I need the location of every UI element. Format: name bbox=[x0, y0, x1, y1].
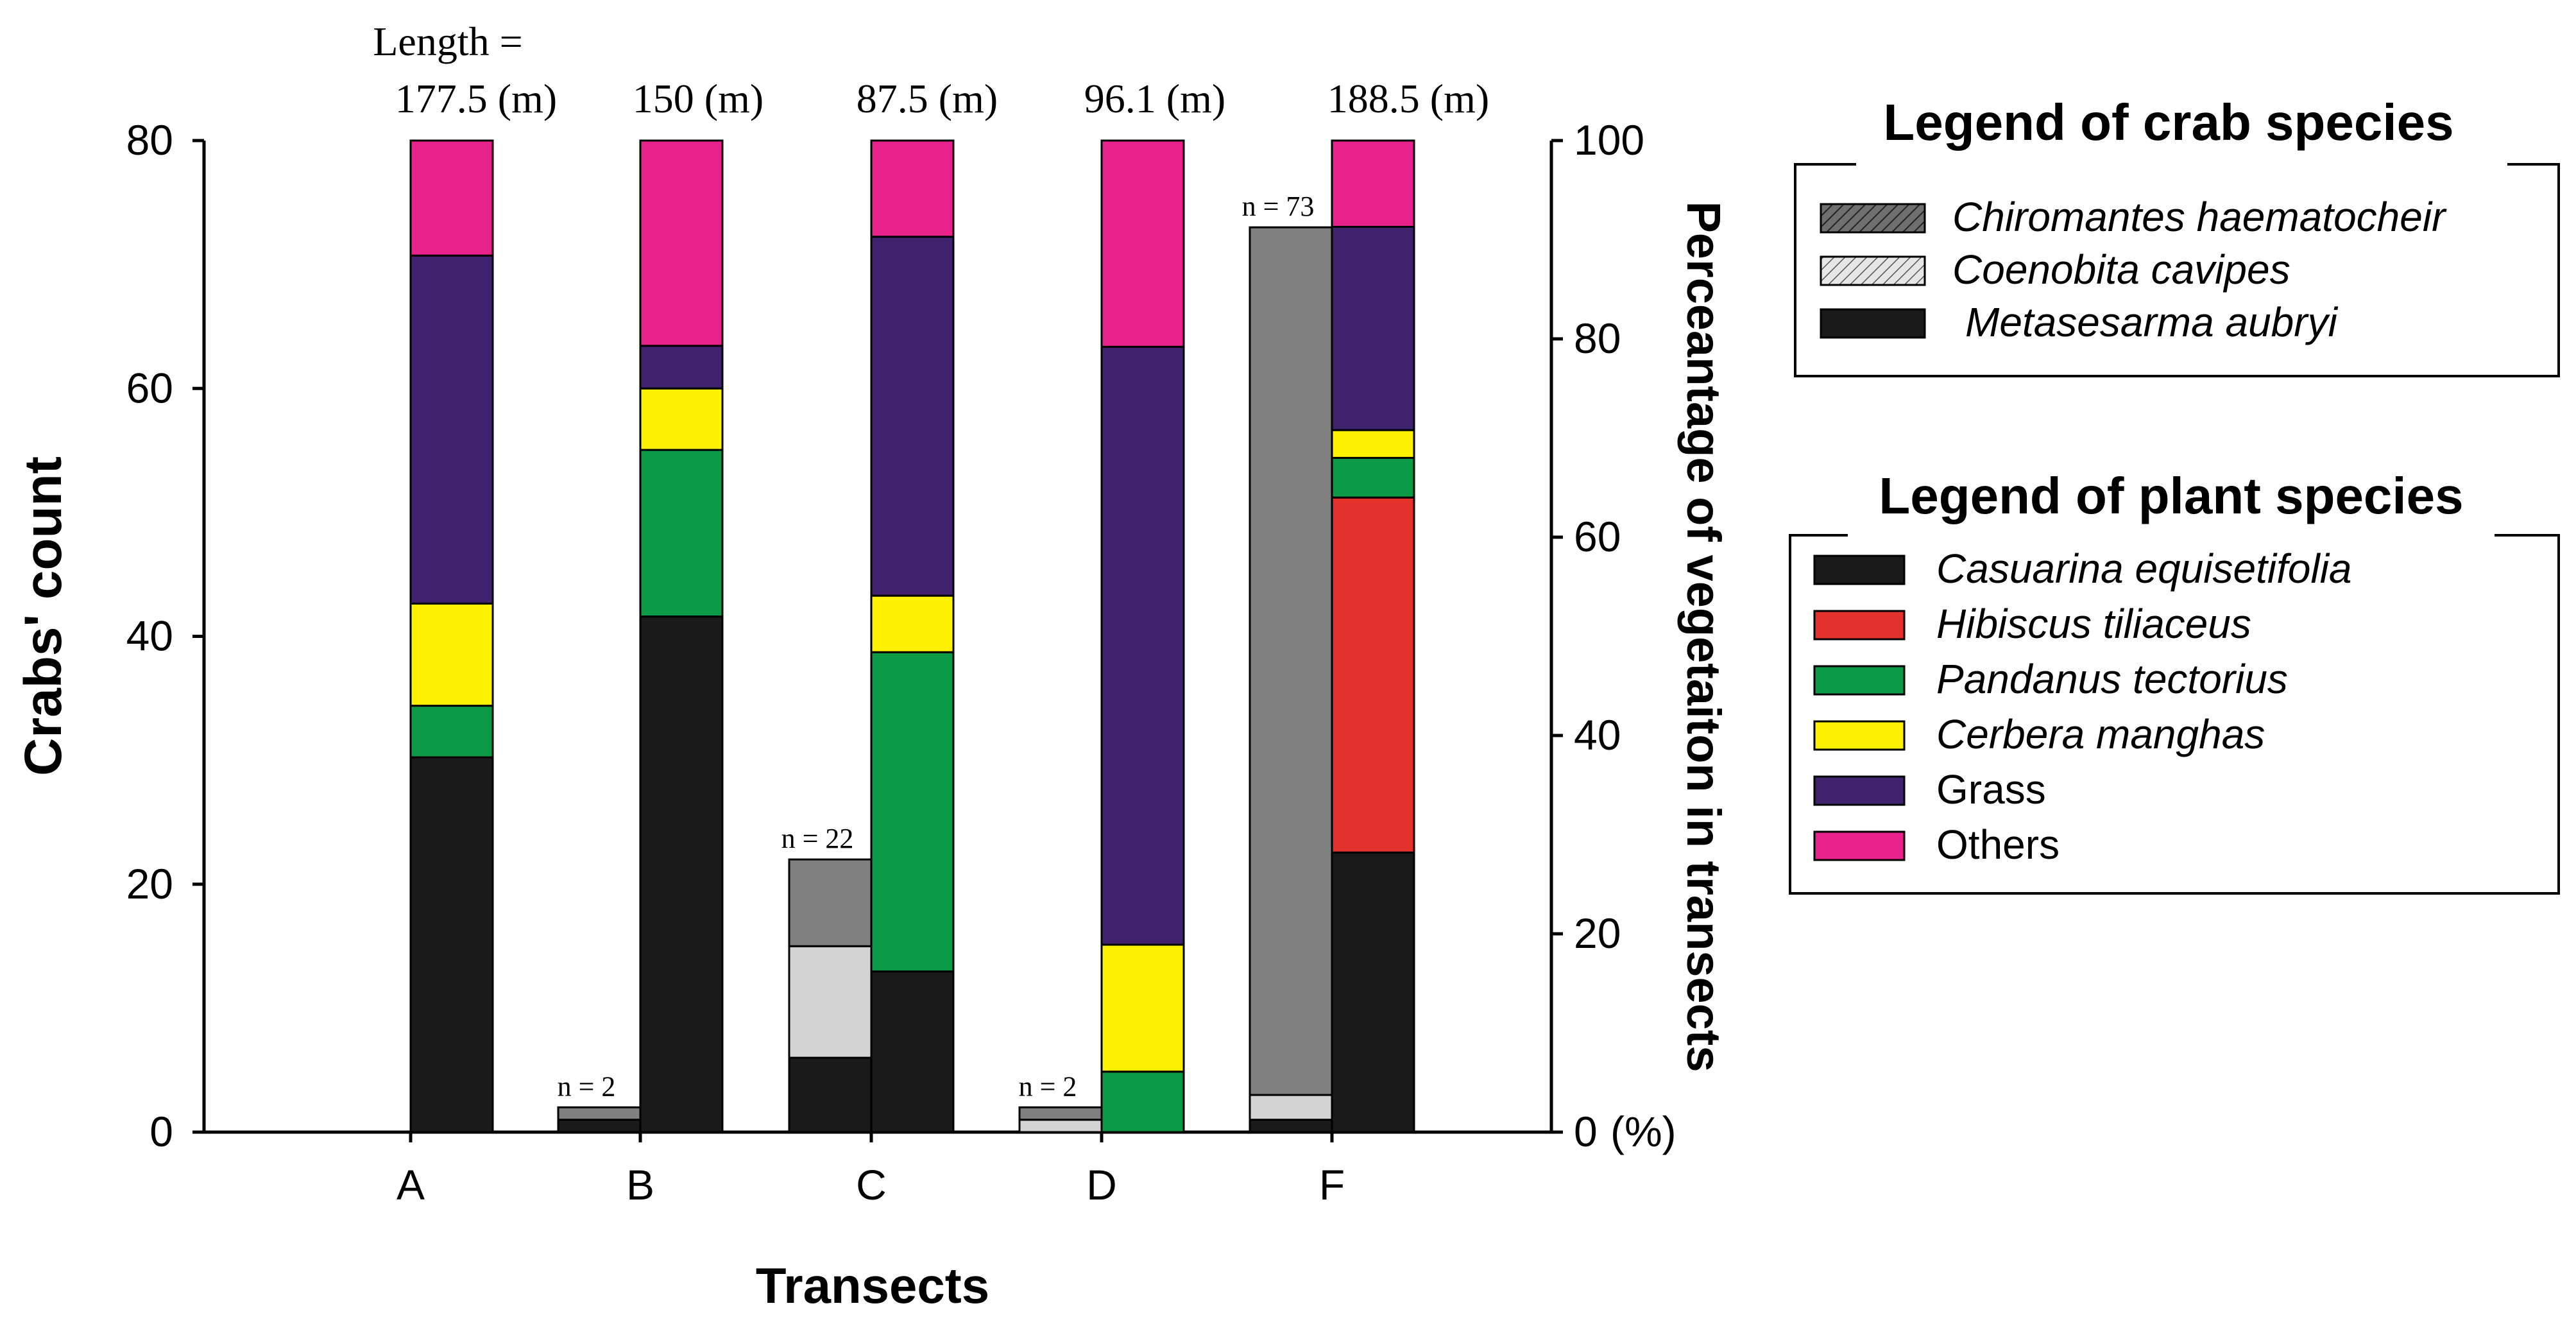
crab-bar-segment bbox=[1249, 1119, 1333, 1133]
vegetation-bar-segment bbox=[639, 449, 724, 618]
vegetation-bar-segment bbox=[870, 970, 955, 1133]
y-axis-title: Crabs' count bbox=[14, 456, 73, 776]
vegetation-bar-segment bbox=[409, 254, 494, 605]
length-label: 150 (m) bbox=[633, 76, 763, 121]
x-tick-label: B bbox=[626, 1161, 654, 1208]
bars bbox=[409, 139, 1415, 1133]
x-tick-label: F bbox=[1319, 1161, 1345, 1208]
crab-bar-segment bbox=[557, 1106, 642, 1121]
vegetation-bar-segment bbox=[409, 705, 494, 759]
legend-plant-label: Cerbera manghas bbox=[1936, 711, 2265, 757]
crab-total-label: n = 2 bbox=[1019, 1071, 1077, 1102]
vegetation-bar-segment bbox=[870, 236, 955, 597]
legend-plant-label: Grass bbox=[1936, 766, 2046, 813]
length-label: 96.1 (m) bbox=[1084, 76, 1225, 121]
legend-swatch-chiromantes bbox=[1820, 203, 1926, 234]
crab-bar-segment bbox=[1018, 1106, 1103, 1121]
legend-label-chiromantes: Chiromantes haematocheir bbox=[1952, 194, 2447, 240]
legend-plant-swatch bbox=[1813, 775, 1906, 806]
crab-total-label: n = 73 bbox=[1242, 191, 1315, 222]
y2-tick-label: 40 bbox=[1574, 711, 1621, 759]
vegetation-bar-segment bbox=[870, 594, 955, 653]
crab-bar-segment bbox=[788, 1056, 873, 1133]
y-tick-label: 40 bbox=[126, 612, 173, 660]
legend-plant-swatch bbox=[1813, 610, 1906, 641]
x-axis-title: Transects bbox=[756, 1257, 989, 1314]
length-label: 177.5 (m) bbox=[395, 76, 557, 121]
y2-tick-label: 20 bbox=[1574, 909, 1621, 957]
vegetation-bar-segment bbox=[639, 345, 724, 390]
y2-tick-label: 60 bbox=[1574, 513, 1621, 560]
vegetation-bar-segment bbox=[1100, 139, 1185, 348]
legend-plant-label: Casuarina equisetifolia bbox=[1936, 546, 2352, 592]
vegetation-bar-segment bbox=[1331, 456, 1415, 499]
vegetation-bar-segment bbox=[1331, 429, 1415, 459]
crab-bar-segment bbox=[788, 945, 873, 1059]
vegetation-bar-segment bbox=[1331, 851, 1415, 1133]
x-tick-label: A bbox=[397, 1161, 425, 1208]
legend-swatch-coenobita bbox=[1820, 255, 1926, 286]
vegetation-bar-segment bbox=[1100, 345, 1185, 946]
legend-plant-swatch bbox=[1813, 555, 1906, 585]
vegetation-bar-segment bbox=[870, 651, 955, 973]
crab-bar-segment bbox=[1018, 1119, 1103, 1133]
vegetation-bar-segment bbox=[870, 139, 955, 238]
crab-bar-segment bbox=[557, 1119, 642, 1133]
length-label: 188.5 (m) bbox=[1327, 76, 1489, 121]
legend-plant-title: Legend of plant species bbox=[1879, 467, 2463, 524]
legend-plant-label: Pandanus tectorius bbox=[1936, 656, 2288, 702]
y2-unit-label: (%) bbox=[1610, 1108, 1676, 1155]
crab-total-label: n = 2 bbox=[558, 1071, 616, 1102]
vegetation-bar-segment bbox=[1331, 496, 1415, 854]
length-label: 87.5 (m) bbox=[857, 76, 998, 121]
vegetation-bar-segment bbox=[1100, 943, 1185, 1073]
vegetation-bar-segment bbox=[639, 139, 724, 347]
crab-bar-segment bbox=[788, 858, 873, 947]
legend-label-coenobita: Coenobita cavipes bbox=[1952, 246, 2290, 293]
labels: 0 20 40 60 80 0 20 40 60 80 100 (%) A B C D Fn = 2 n = 22… bbox=[126, 19, 1676, 1208]
legend-plant: Legend of plant species Casuarina equise… bbox=[1789, 467, 2560, 895]
x-tick-label: D bbox=[1086, 1161, 1117, 1208]
vegetation-bar-segment bbox=[1331, 225, 1415, 431]
legend-swatch-metasesarma bbox=[1820, 308, 1926, 339]
legend-plant-label: Hibiscus tiliaceus bbox=[1936, 601, 2251, 647]
legend-plant-swatch bbox=[1813, 665, 1906, 696]
length-prefix-label: Length = bbox=[373, 19, 522, 64]
y-tick-label: 0 bbox=[149, 1108, 173, 1155]
vegetation-bar-segment bbox=[409, 603, 494, 707]
y2-tick-label: 100 bbox=[1574, 116, 1644, 164]
vegetation-bar-segment bbox=[639, 615, 724, 1133]
crab-bar-segment bbox=[1249, 226, 1333, 1096]
legend-label-metasesarma: Metasesarma aubryi bbox=[1965, 299, 2339, 345]
vegetation-bar-segment bbox=[639, 387, 724, 451]
y-tick-label: 60 bbox=[126, 364, 173, 411]
vegetation-bar-segment bbox=[1331, 139, 1415, 228]
y-tick-label: 80 bbox=[126, 116, 173, 164]
legend-plant-swatch bbox=[1813, 830, 1906, 861]
y2-axis-title: Perceantage of vegetaiton in transects bbox=[1677, 201, 1730, 1072]
vegetation-bar-segment bbox=[409, 756, 494, 1133]
crab-total-label: n = 22 bbox=[781, 823, 854, 854]
legend-plant-swatch bbox=[1813, 720, 1906, 751]
legend-crab-title: Legend of crab species bbox=[1883, 94, 2453, 151]
crab-bar-segment bbox=[1249, 1094, 1333, 1121]
y-tick-label: 20 bbox=[126, 860, 173, 907]
vegetation-bar-segment bbox=[409, 139, 494, 257]
legend-crab: Legend of crab species Chiromantes haema… bbox=[1794, 94, 2560, 377]
vegetation-bar-segment bbox=[1100, 1071, 1185, 1133]
y2-tick-label: 0 bbox=[1574, 1108, 1598, 1155]
y2-tick-label: 80 bbox=[1574, 314, 1621, 362]
legend-plant-label: Others bbox=[1936, 821, 2060, 868]
x-tick-label: C bbox=[856, 1161, 887, 1208]
